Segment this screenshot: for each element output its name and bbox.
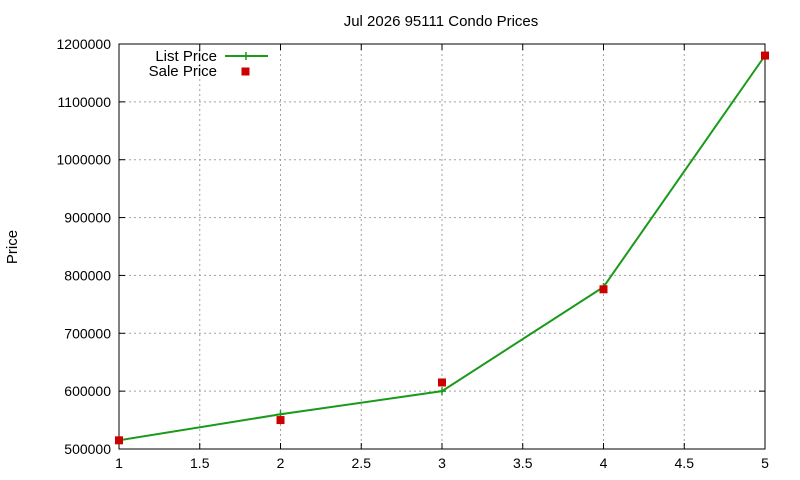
y-tick-label: 900000 <box>64 210 111 226</box>
y-tick-label: 1000000 <box>56 152 111 168</box>
legend: List Price Sale Price <box>149 48 268 80</box>
point-sale-price <box>438 378 446 387</box>
x-tick-label: 3 <box>438 455 446 471</box>
legend-label-list-price: List Price <box>155 48 217 65</box>
point-sale-price <box>599 285 608 294</box>
legend-marker-sale-price <box>241 67 250 76</box>
y-tick-label: 500000 <box>64 441 111 457</box>
y-tick-label: 1200000 <box>56 36 111 52</box>
axis-ticks <box>118 43 766 450</box>
point-sale-price <box>761 51 769 60</box>
point-sale-price <box>115 436 123 445</box>
x-tick-label: 2 <box>277 455 285 471</box>
legend-marker-list-price <box>242 52 250 60</box>
x-tick-label: 3.5 <box>513 455 533 471</box>
y-tick-label: 600000 <box>64 383 111 399</box>
y-tick-label: 800000 <box>64 267 111 283</box>
y-tick-label: 700000 <box>64 325 111 341</box>
point-sale-price <box>276 416 285 425</box>
x-tick-label: 1.5 <box>190 455 210 471</box>
x-tick-label: 1 <box>115 455 123 471</box>
x-tick-label: 5 <box>761 455 769 471</box>
x-tick-label: 4.5 <box>675 455 695 471</box>
y-tick-label: 1100000 <box>58 94 112 110</box>
chart-title: Jul 2026 95111 Condo Prices <box>344 13 539 30</box>
legend-label-sale-price: Sale Price <box>149 63 217 80</box>
series-layer <box>115 51 769 445</box>
x-tick-label: 2.5 <box>352 455 372 471</box>
x-tick-labels: 1 1.5 2 2.5 3 3.5 4 4.5 5 <box>115 455 769 471</box>
y-axis-label: Price <box>4 230 21 264</box>
y-tick-labels: 500000 600000 700000 800000 900000 1000000 110… <box>56 36 111 457</box>
x-tick-label: 4 <box>600 455 608 471</box>
